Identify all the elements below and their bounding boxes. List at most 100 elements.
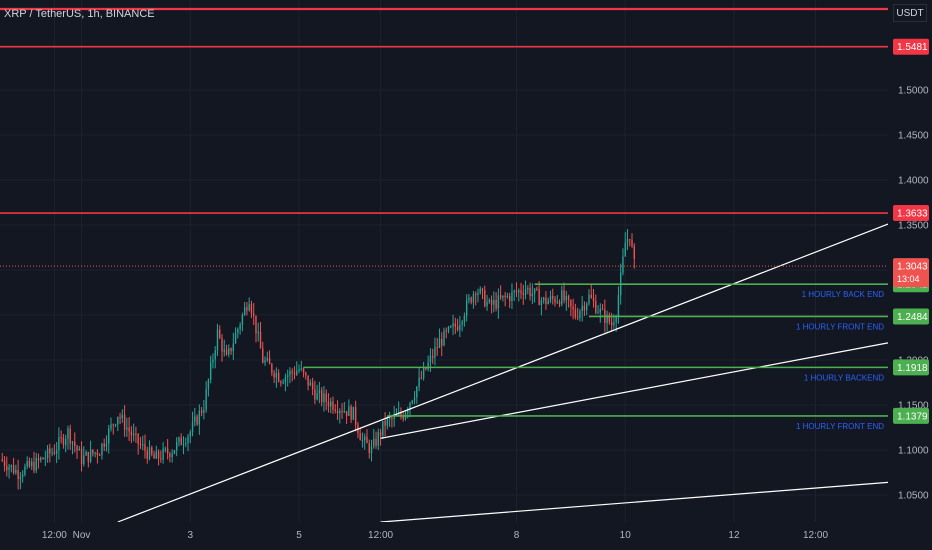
candle <box>339 408 341 424</box>
candle <box>447 325 450 334</box>
candle <box>542 296 545 304</box>
price-tick-label: 1.1500 <box>898 401 929 412</box>
candle <box>257 322 259 342</box>
price-tick-label: 1.5000 <box>898 86 929 97</box>
candle <box>253 303 255 325</box>
candle <box>411 399 413 405</box>
candle <box>80 441 83 472</box>
candle <box>83 446 85 467</box>
candle <box>527 285 529 295</box>
candle-body <box>28 461 31 467</box>
candle-body <box>78 448 80 451</box>
candle <box>101 442 103 460</box>
candle-body <box>153 454 155 459</box>
candle <box>212 353 214 369</box>
candle <box>484 285 486 308</box>
candle <box>246 302 248 316</box>
candle-body <box>493 299 495 305</box>
candle <box>316 384 318 401</box>
candle <box>275 367 278 388</box>
candle-body <box>583 305 586 311</box>
price-tick-label: 1.0500 <box>898 491 929 502</box>
candle-body <box>83 455 85 464</box>
time-axis[interactable]: 12:00 Nov 3 5 12:00 8 10 12 12:00 <box>0 522 888 550</box>
candle-body <box>62 437 65 445</box>
candle-body <box>151 447 153 455</box>
candle-body <box>191 421 194 433</box>
candle-body <box>71 441 74 444</box>
candle-body <box>275 373 278 378</box>
candle-body <box>230 348 232 352</box>
currency-label[interactable]: USDT <box>893 4 927 22</box>
price-axis[interactable]: 1.05001.10001.15001.20001.25001.30001.35… <box>888 0 932 550</box>
candle <box>545 291 547 310</box>
candle-body <box>558 301 561 305</box>
drawing-lines[interactable]: 1 HOURLY BACK END 1 HOURLY FRONT END 1 HOU… <box>0 7 889 523</box>
candle-body <box>314 389 316 400</box>
candle <box>400 407 402 420</box>
candle <box>160 450 162 463</box>
candle <box>305 371 307 380</box>
candle <box>259 322 262 349</box>
candle-body <box>608 314 611 323</box>
candle <box>413 390 416 405</box>
candle-body <box>146 450 148 459</box>
candle <box>590 284 592 299</box>
candle-body <box>393 414 395 419</box>
candle <box>576 307 579 321</box>
trend-line[interactable] <box>117 223 889 523</box>
candle-body <box>599 308 602 313</box>
candle-body <box>178 437 180 443</box>
support-price-tag-bg <box>893 359 929 376</box>
trend-line[interactable] <box>380 481 889 523</box>
candle-body <box>452 323 454 327</box>
candle-body <box>411 400 413 403</box>
candle-body <box>477 293 479 296</box>
candle <box>262 341 264 364</box>
candle-body <box>497 295 500 309</box>
candle-body <box>296 370 298 375</box>
countdown-label: 13:04 <box>897 274 920 284</box>
candle <box>633 243 635 269</box>
candle-body <box>330 401 332 407</box>
resistance-price-tag: 1.5481 <box>897 42 928 53</box>
candle-body <box>198 410 201 425</box>
candle-body <box>579 311 581 318</box>
candle-body <box>570 300 572 307</box>
support-price-tag: 1.1918 <box>897 363 928 374</box>
candle-body <box>592 297 595 302</box>
candle-body <box>286 375 289 378</box>
candle-body <box>103 443 105 447</box>
candle-body <box>160 458 162 460</box>
candle-body <box>239 324 241 330</box>
candle <box>19 472 22 490</box>
candle <box>225 344 228 356</box>
candle-body <box>219 329 221 339</box>
candle-body <box>343 410 346 413</box>
candle <box>468 293 470 304</box>
candle-body <box>200 410 203 413</box>
candle <box>112 423 114 435</box>
candle <box>511 283 513 310</box>
candle <box>311 377 314 396</box>
trend-line[interactable] <box>380 342 889 439</box>
candle <box>221 334 223 362</box>
candle <box>185 437 187 448</box>
candle-body <box>49 448 51 454</box>
candle <box>631 233 633 248</box>
candle-body <box>581 305 583 312</box>
candle <box>271 362 273 377</box>
candle <box>352 406 355 421</box>
candle-body <box>341 410 343 413</box>
candle <box>234 327 237 344</box>
candle-body <box>402 415 404 420</box>
candle <box>182 436 185 455</box>
candle-body <box>520 290 522 294</box>
candle <box>137 433 139 455</box>
candle-body <box>273 372 275 378</box>
candle-body <box>495 299 497 309</box>
candle-body <box>488 299 491 302</box>
candle-body <box>418 377 420 387</box>
candle <box>209 355 212 384</box>
